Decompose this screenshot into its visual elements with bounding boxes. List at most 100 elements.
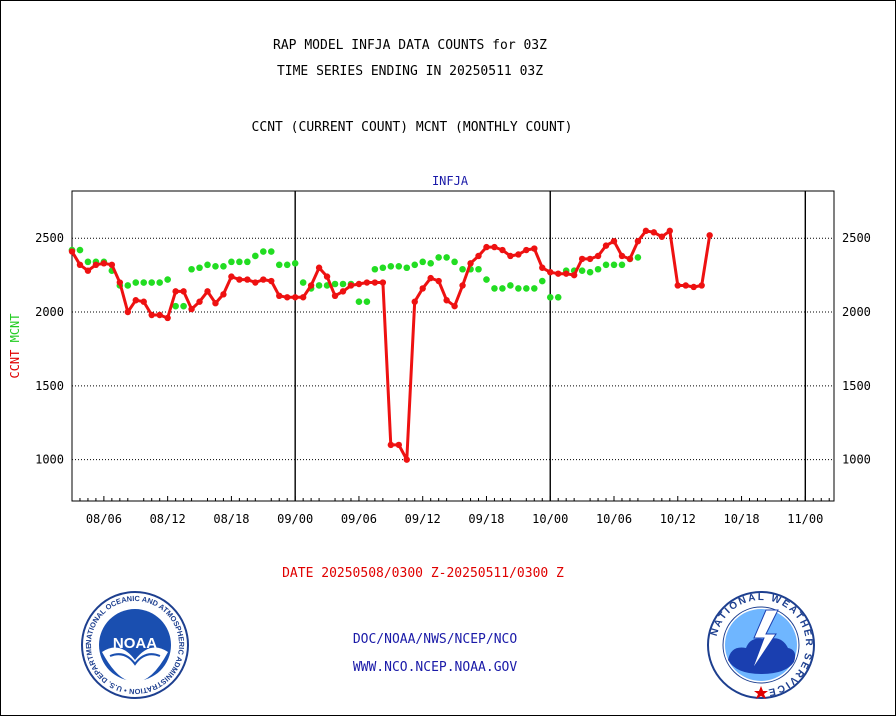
y-tick-label-right: 2000 — [842, 305, 871, 319]
ccnt-point — [387, 441, 395, 449]
ccnt-point — [92, 261, 100, 269]
mcnt-point — [491, 285, 498, 292]
mcnt-point — [395, 262, 403, 270]
ccnt-point — [260, 276, 267, 283]
mcnt-point — [244, 258, 251, 266]
ccnt-point — [68, 248, 76, 255]
ccnt-point — [531, 245, 538, 252]
y-tick-label-left: 2000 — [35, 305, 64, 319]
mcnt-point — [554, 293, 562, 301]
mcnt-point — [459, 265, 466, 273]
ccnt-point — [116, 279, 124, 286]
plot-title: INFJA — [432, 174, 469, 188]
ccnt-point — [196, 298, 203, 305]
mcnt-point — [610, 261, 618, 269]
chart-title-line-1: RAP MODEL INFJA DATA COUNTS for 03Z — [273, 38, 547, 53]
mcnt-point — [451, 258, 458, 266]
mcnt-point — [259, 248, 267, 255]
mcnt-point — [475, 265, 482, 273]
mcnt-point — [132, 279, 140, 286]
mcnt-point — [84, 258, 92, 266]
y-tick-label-right: 2500 — [842, 231, 871, 245]
ccnt-point — [435, 277, 442, 285]
ccnt-point — [188, 305, 195, 313]
ccnt-point — [578, 255, 586, 263]
ccnt-point — [634, 237, 642, 245]
mcnt-point — [634, 254, 642, 261]
ccnt-point — [491, 243, 498, 251]
ccnt-point — [682, 282, 689, 289]
mcnt-point — [443, 254, 450, 261]
ccnt-point — [252, 279, 259, 286]
ccnt-point — [307, 282, 315, 289]
mcnt-point — [267, 248, 275, 255]
y-axis-label: CCNT MCNT — [8, 313, 22, 378]
y-axis-label-mcnt: MCNT — [8, 313, 22, 342]
ccnt-point — [690, 283, 697, 291]
ccnt-point — [347, 282, 355, 289]
ccnt-point — [164, 314, 171, 322]
ccnt-point — [658, 233, 666, 240]
mcnt-point — [355, 298, 363, 306]
ccnt-point — [395, 441, 402, 449]
ccnt-point — [291, 294, 299, 301]
ccnt-point — [515, 251, 522, 258]
mcnt-point — [578, 267, 586, 275]
ccnt-point — [507, 252, 514, 260]
ccnt-point — [427, 274, 434, 282]
mcnt-point — [546, 293, 554, 301]
ccnt-point — [698, 282, 705, 289]
x-tick-label: 08/12 — [150, 512, 186, 526]
mcnt-point — [515, 285, 522, 292]
ccnt-point — [204, 288, 211, 295]
ccnt-point — [323, 273, 331, 280]
ccnt-point — [371, 279, 379, 286]
ccnt-point — [84, 267, 92, 274]
mcnt-point — [618, 261, 626, 269]
mcnt-point — [172, 302, 179, 310]
ccnt-point — [244, 276, 251, 283]
organization-label: DOC/NOAA/NWS/NCEP/NCO — [352, 632, 518, 647]
ccnt-point — [212, 299, 219, 307]
ccnt-point — [483, 243, 490, 251]
ccnt-point — [228, 273, 235, 280]
ccnt-point — [475, 252, 482, 260]
mcnt-point — [76, 246, 84, 254]
x-tick-label: 09/18 — [468, 512, 504, 526]
mcnt-point — [124, 282, 132, 289]
ccnt-point — [459, 282, 466, 289]
mcnt-point — [275, 261, 283, 269]
noaa-logo-text: NOAA — [113, 635, 157, 652]
ccnt-point — [331, 292, 339, 300]
ccnt-point — [602, 242, 610, 249]
ccnt-point — [523, 246, 530, 254]
y-tick-label-left: 1500 — [35, 379, 64, 393]
series-layer — [68, 227, 713, 463]
ccnt-point — [594, 252, 602, 260]
x-tick-label: 08/18 — [213, 512, 249, 526]
ccnt-point — [156, 311, 163, 319]
ccnt-point — [379, 279, 387, 286]
mcnt-point — [148, 279, 156, 286]
website-link[interactable]: WWW.NCO.NCEP.NOAA.GOV — [352, 660, 518, 675]
date-range-label: DATE 20250508/0300 Z-20250511/0300 Z — [282, 566, 564, 581]
ccnt-point — [220, 291, 227, 298]
mcnt-point — [156, 279, 163, 286]
mcnt-point — [379, 264, 387, 272]
mcnt-point — [523, 285, 530, 292]
ccnt-point — [562, 270, 570, 277]
mcnt-point — [252, 252, 259, 260]
ccnt-point — [706, 232, 713, 239]
y-axis-label-ccnt: CCNT — [8, 342, 22, 378]
ccnt-point — [276, 292, 283, 300]
plot-border — [71, 190, 835, 502]
mcnt-point — [339, 280, 347, 288]
mcnt-point — [188, 265, 195, 273]
x-tick-label: 09/06 — [341, 512, 377, 526]
ccnt-point — [618, 252, 626, 260]
x-tick-label: 11/00 — [787, 512, 823, 526]
ccnt-point — [650, 229, 658, 236]
y-tick-label-left: 2500 — [35, 231, 64, 245]
mcnt-point — [164, 276, 171, 283]
